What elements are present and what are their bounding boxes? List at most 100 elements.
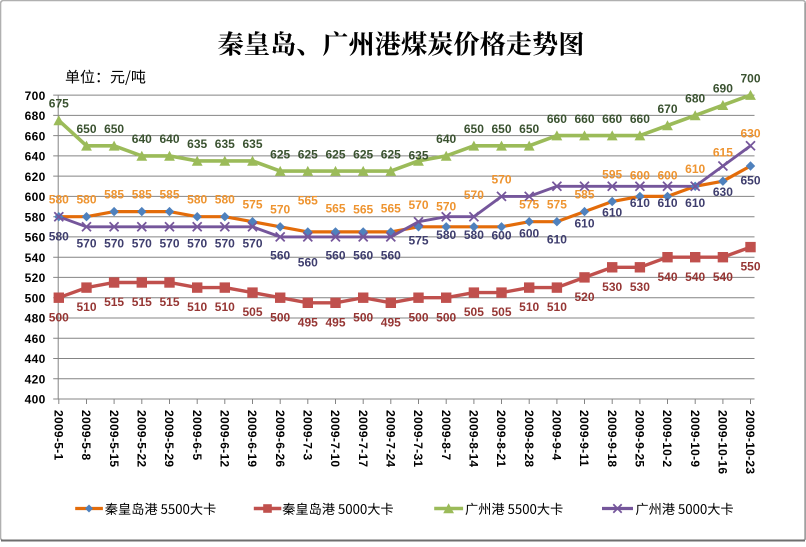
svg-text:680: 680 — [685, 92, 705, 106]
svg-text:570: 570 — [464, 188, 484, 202]
svg-text:2009-10-23: 2009-10-23 — [743, 410, 757, 474]
svg-text:585: 585 — [159, 187, 179, 201]
svg-text:675: 675 — [49, 97, 69, 111]
svg-text:650: 650 — [464, 122, 484, 136]
svg-text:560: 560 — [353, 248, 373, 262]
svg-text:550: 550 — [740, 260, 760, 274]
svg-text:570: 570 — [408, 198, 428, 212]
svg-text:620: 620 — [25, 170, 46, 184]
svg-text:660: 660 — [574, 112, 594, 126]
svg-text:2009-5-8: 2009-5-8 — [79, 410, 93, 460]
svg-text:520: 520 — [25, 271, 46, 285]
svg-text:560: 560 — [325, 248, 345, 262]
svg-text:2009-9-11: 2009-9-11 — [577, 410, 591, 467]
svg-text:650: 650 — [491, 122, 511, 136]
svg-text:615: 615 — [713, 145, 733, 159]
svg-text:565: 565 — [381, 201, 401, 215]
svg-text:670: 670 — [657, 102, 677, 116]
svg-text:625: 625 — [270, 147, 290, 161]
svg-text:650: 650 — [76, 122, 96, 136]
svg-text:570: 570 — [491, 173, 511, 187]
svg-text:540: 540 — [685, 270, 705, 284]
svg-text:560: 560 — [298, 255, 318, 269]
svg-text:570: 570 — [215, 237, 235, 251]
svg-text:570: 570 — [270, 203, 290, 217]
svg-text:610: 610 — [630, 196, 650, 210]
svg-text:565: 565 — [353, 202, 373, 216]
svg-text:2009-10-2: 2009-10-2 — [660, 410, 674, 467]
svg-text:580: 580 — [76, 193, 96, 207]
svg-text:630: 630 — [713, 185, 733, 199]
svg-text:2009-9-18: 2009-9-18 — [605, 410, 619, 467]
svg-text:635: 635 — [242, 137, 262, 151]
svg-text:460: 460 — [25, 332, 46, 346]
svg-text:570: 570 — [159, 237, 179, 251]
svg-text:500: 500 — [353, 310, 373, 324]
svg-text:610: 610 — [685, 162, 705, 176]
svg-text:660: 660 — [602, 112, 622, 126]
svg-text:500: 500 — [408, 310, 428, 324]
svg-text:570: 570 — [76, 237, 96, 251]
svg-text:500: 500 — [436, 310, 456, 324]
svg-text:600: 600 — [657, 168, 677, 182]
svg-text:570: 570 — [436, 199, 456, 213]
svg-text:2009-5-15: 2009-5-15 — [107, 410, 121, 467]
svg-text:660: 660 — [630, 112, 650, 126]
svg-text:575: 575 — [408, 233, 428, 247]
svg-text:510: 510 — [547, 300, 567, 314]
svg-text:570: 570 — [104, 237, 124, 251]
svg-text:575: 575 — [519, 198, 539, 212]
svg-text:510: 510 — [187, 300, 207, 314]
svg-text:650: 650 — [740, 173, 760, 187]
svg-text:540: 540 — [25, 251, 46, 265]
svg-text:420: 420 — [25, 372, 46, 386]
svg-text:575: 575 — [242, 198, 262, 212]
svg-text:580: 580 — [215, 193, 235, 207]
svg-text:660: 660 — [547, 112, 567, 126]
svg-text:570: 570 — [132, 237, 152, 251]
svg-text:2009-5-22: 2009-5-22 — [135, 410, 149, 467]
svg-text:495: 495 — [325, 315, 345, 329]
svg-text:580: 580 — [187, 193, 207, 207]
svg-text:625: 625 — [298, 147, 318, 161]
svg-text:565: 565 — [298, 193, 318, 207]
svg-text:560: 560 — [25, 231, 46, 245]
svg-text:560: 560 — [381, 248, 401, 262]
svg-text:570: 570 — [242, 237, 262, 251]
svg-text:2009-7-31: 2009-7-31 — [411, 410, 425, 467]
svg-text:610: 610 — [602, 205, 622, 219]
svg-text:630: 630 — [740, 126, 760, 140]
svg-text:650: 650 — [104, 122, 124, 136]
svg-text:2009-8-21: 2009-8-21 — [494, 410, 508, 467]
svg-text:2009-9-25: 2009-9-25 — [633, 410, 647, 467]
svg-text:510: 510 — [519, 300, 539, 314]
svg-text:2009-7-3: 2009-7-3 — [301, 410, 315, 460]
svg-text:2009-8-28: 2009-8-28 — [522, 410, 536, 467]
svg-text:520: 520 — [574, 290, 594, 304]
svg-text:610: 610 — [574, 216, 594, 230]
svg-text:700: 700 — [25, 89, 46, 103]
svg-text:2009-6-19: 2009-6-19 — [245, 410, 259, 467]
svg-text:680: 680 — [25, 109, 46, 123]
svg-text:500: 500 — [25, 291, 46, 305]
svg-text:610: 610 — [685, 196, 705, 210]
svg-text:600: 600 — [519, 226, 539, 240]
svg-text:505: 505 — [242, 305, 262, 319]
svg-text:510: 510 — [215, 300, 235, 314]
svg-text:625: 625 — [353, 147, 373, 161]
svg-text:505: 505 — [464, 305, 484, 319]
svg-text:2009-5-29: 2009-5-29 — [162, 410, 176, 467]
svg-text:690: 690 — [713, 82, 733, 96]
svg-text:580: 580 — [49, 193, 69, 207]
svg-text:500: 500 — [270, 310, 290, 324]
svg-text:585: 585 — [574, 187, 594, 201]
svg-text:600: 600 — [25, 190, 46, 204]
svg-text:2009-7-10: 2009-7-10 — [328, 410, 342, 467]
svg-text:480: 480 — [25, 312, 46, 326]
svg-text:640: 640 — [132, 132, 152, 146]
svg-text:580: 580 — [25, 210, 46, 224]
svg-text:495: 495 — [381, 315, 401, 329]
svg-text:2009-10-9: 2009-10-9 — [688, 410, 702, 467]
svg-text:570: 570 — [187, 237, 207, 251]
svg-text:510: 510 — [76, 300, 96, 314]
